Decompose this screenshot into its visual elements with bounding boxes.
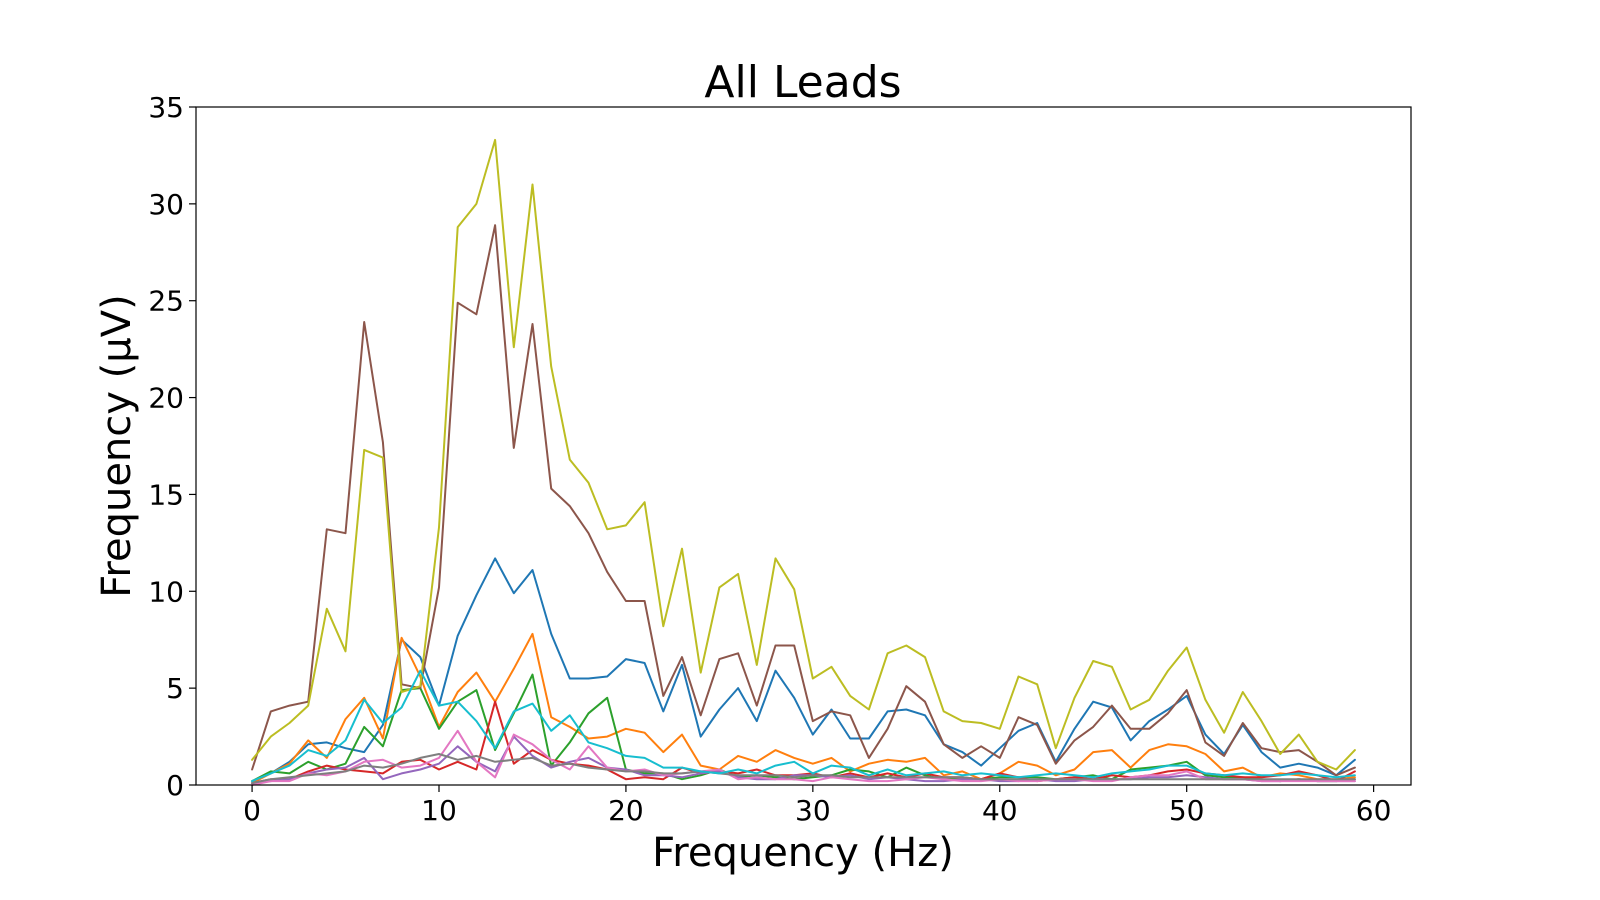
y-axis-label: Frequency (µV)	[94, 294, 140, 597]
x-axis: 0 10 20 30 40 50 60	[243, 785, 1391, 827]
x-tick-label: 0	[243, 794, 261, 827]
plot-frame	[195, 106, 1412, 786]
series-line-8	[251, 753, 1356, 785]
chart-title: All Leads	[704, 57, 901, 108]
series-line-6	[251, 224, 1356, 777]
series-line-10	[251, 669, 1356, 783]
y-tick-label: 15	[148, 478, 184, 511]
x-tick-label: 60	[1356, 794, 1392, 827]
y-tick-label: 0	[166, 769, 184, 802]
y-tick-label: 35	[148, 91, 184, 124]
series-layer	[251, 138, 1356, 786]
y-tick-label: 25	[148, 285, 184, 318]
x-tick-label: 50	[1169, 794, 1205, 827]
y-tick-label: 30	[148, 188, 184, 221]
series-line-1	[251, 557, 1356, 783]
y-tick-label: 5	[166, 672, 184, 705]
series-line-9	[251, 138, 1356, 771]
x-tick-label: 30	[795, 794, 831, 827]
y-tick-label: 20	[148, 382, 184, 415]
series-line-2	[251, 632, 1356, 785]
series-line-7	[251, 729, 1356, 786]
x-tick-label: 20	[608, 794, 644, 827]
x-tick-label: 10	[421, 794, 457, 827]
y-tick-label: 10	[148, 575, 184, 608]
x-axis-label: Frequency (Hz)	[652, 830, 954, 876]
x-tick-label: 40	[982, 794, 1018, 827]
y-axis: 0 5 10 15 20 25 30 35	[148, 91, 196, 802]
